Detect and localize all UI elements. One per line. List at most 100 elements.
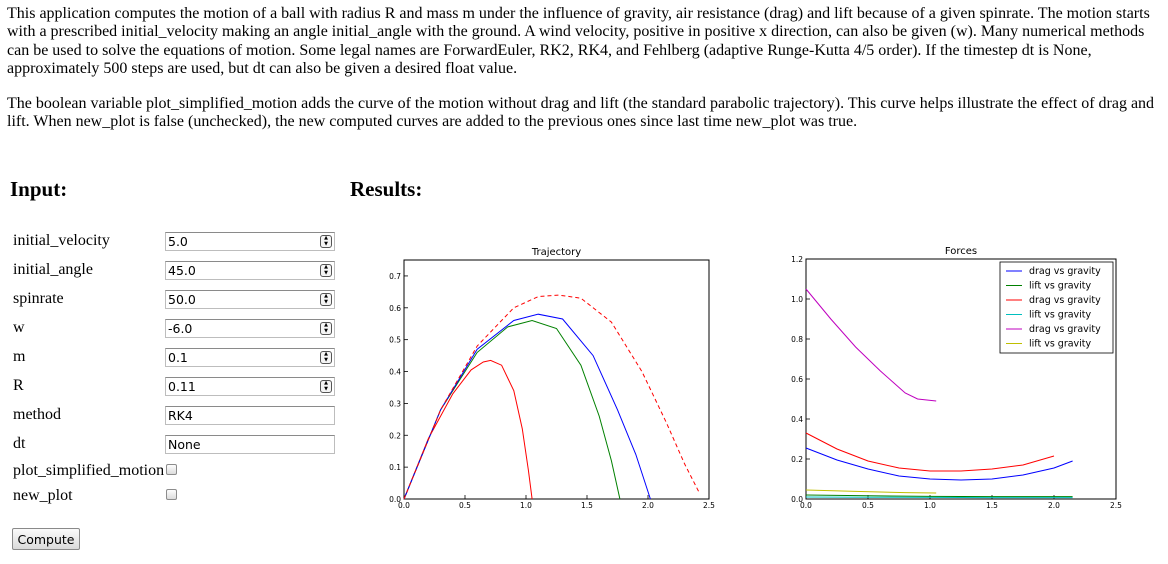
initial-velocity-value: 5.0 bbox=[168, 234, 188, 249]
r-value: 0.11 bbox=[168, 379, 196, 394]
forces-legend-label: lift vs gravity bbox=[1029, 310, 1092, 321]
m-label: m bbox=[13, 348, 26, 365]
spinrate-input[interactable]: 50.0 ▲ ▼ bbox=[165, 290, 335, 309]
forces-ytick-label: 1.2 bbox=[791, 255, 803, 264]
trajectory-xtick-label: 2.0 bbox=[642, 501, 654, 510]
r-label: R bbox=[13, 377, 24, 394]
forces-legend-label: lift vs gravity bbox=[1029, 281, 1092, 292]
trajectory-xtick-label: 2.5 bbox=[703, 501, 715, 510]
initial-angle-input[interactable]: 45.0 ▲ ▼ bbox=[165, 261, 335, 280]
forces-ytick-label: 0.8 bbox=[791, 335, 803, 344]
m-value: 0.1 bbox=[168, 350, 188, 365]
forces-series-1 bbox=[805, 494, 1073, 498]
trajectory-ytick-label: 0.7 bbox=[389, 272, 401, 281]
trajectory-chart: Trajectory 0.0 0.5 1.0 1.5 2.0 2.5 0.0 0.1 0.2 0.3… bbox=[389, 247, 715, 510]
forces-ytick-label: 0.4 bbox=[791, 415, 803, 424]
r-input[interactable]: 0.11 ▲ ▼ bbox=[165, 377, 335, 396]
spin-down-icon[interactable]: ▼ bbox=[324, 269, 328, 276]
spin-up-icon[interactable]: ▲ bbox=[324, 293, 328, 299]
forces-ytick-label: 1.0 bbox=[791, 295, 803, 304]
trajectory-ytick-label: 0.4 bbox=[389, 368, 401, 377]
spinrate-value: 50.0 bbox=[168, 292, 196, 307]
initial-velocity-label: initial_velocity bbox=[13, 232, 110, 249]
trajectory-xtick-label: 1.5 bbox=[581, 501, 593, 510]
forces-series-3 bbox=[805, 496, 1073, 499]
forces-series-2 bbox=[805, 432, 1055, 472]
forces-ytick-label: 0.2 bbox=[791, 455, 803, 464]
dt-value: None bbox=[168, 437, 201, 452]
spin-up-icon[interactable]: ▲ bbox=[324, 380, 328, 386]
trajectory-xtick-label: 0.5 bbox=[459, 501, 471, 510]
forces-xtick-label: 0.0 bbox=[800, 501, 812, 510]
spin-down-icon[interactable]: ▼ bbox=[324, 298, 328, 305]
w-input[interactable]: -6.0 ▲ ▼ bbox=[165, 319, 335, 338]
forces-series-4 bbox=[805, 288, 937, 402]
forces-xtick-label: 2.0 bbox=[1048, 501, 1060, 510]
description-paragraph-2: The boolean variable plot_simplified_mot… bbox=[7, 95, 1155, 131]
results-heading: Results: bbox=[350, 177, 423, 201]
trajectory-title: Trajectory bbox=[531, 247, 581, 258]
method-input[interactable]: RK4 bbox=[165, 406, 335, 425]
forces-legend-label: drag vs gravity bbox=[1029, 266, 1101, 277]
initial-angle-value: 45.0 bbox=[168, 263, 196, 278]
trajectory-series-0 bbox=[403, 359, 533, 500]
forces-title: Forces bbox=[945, 246, 977, 257]
method-value: RK4 bbox=[168, 408, 193, 423]
forces-xtick-label: 0.5 bbox=[862, 501, 874, 510]
initial-velocity-spinner[interactable]: ▲ ▼ bbox=[320, 235, 332, 248]
spin-down-icon[interactable]: ▼ bbox=[324, 240, 328, 247]
spin-up-icon[interactable]: ▲ bbox=[324, 235, 328, 241]
spin-down-icon[interactable]: ▼ bbox=[324, 327, 328, 334]
forces-xtick-label: 1.5 bbox=[986, 501, 998, 510]
method-label: method bbox=[13, 406, 61, 423]
m-input[interactable]: 0.1 ▲ ▼ bbox=[165, 348, 335, 367]
trajectory-ytick-label: 0.6 bbox=[389, 304, 401, 313]
m-spinner[interactable]: ▲ ▼ bbox=[320, 351, 332, 364]
dt-label: dt bbox=[13, 435, 26, 452]
forces-series-5 bbox=[805, 489, 937, 494]
r-spinner[interactable]: ▲ ▼ bbox=[320, 380, 332, 393]
spinrate-spinner[interactable]: ▲ ▼ bbox=[320, 293, 332, 306]
initial-angle-spinner[interactable]: ▲ ▼ bbox=[320, 264, 332, 277]
new-plot-label: new_plot bbox=[13, 487, 73, 504]
spin-up-icon[interactable]: ▲ bbox=[324, 351, 328, 357]
initial-angle-label: initial_angle bbox=[13, 261, 93, 278]
spin-down-icon[interactable]: ▼ bbox=[324, 356, 328, 363]
trajectory-xtick-label: 0.0 bbox=[398, 501, 410, 510]
trajectory-ytick-label: 0.1 bbox=[389, 463, 401, 472]
description-paragraph-1: This application computes the motion of … bbox=[7, 5, 1150, 77]
spin-up-icon[interactable]: ▲ bbox=[324, 264, 328, 270]
dt-input[interactable]: None bbox=[165, 435, 335, 454]
forces-chart: Forces 0.0 0.5 1.0 1.5 2.0 2.5 0.0 0.2 0.4 0.6 0.8 1… bbox=[791, 246, 1122, 510]
forces-legend-label: lift vs gravity bbox=[1029, 339, 1092, 350]
trajectory-ytick-label: 0.2 bbox=[389, 431, 401, 440]
trajectory-series-2 bbox=[403, 313, 651, 500]
w-spinner[interactable]: ▲ ▼ bbox=[320, 322, 332, 335]
w-value: -6.0 bbox=[168, 321, 193, 336]
forces-xtick-label: 2.5 bbox=[1110, 501, 1122, 510]
initial-velocity-input[interactable]: 5.0 ▲ ▼ bbox=[165, 232, 335, 251]
trajectory-ytick-label: 0.0 bbox=[389, 495, 401, 504]
forces-xtick-label: 1.0 bbox=[924, 501, 936, 510]
forces-legend: drag vs gravity lift vs gravity drag vs gr… bbox=[999, 261, 1114, 354]
spin-down-icon[interactable]: ▼ bbox=[324, 385, 328, 392]
forces-ytick-label: 0.6 bbox=[791, 375, 803, 384]
spin-up-icon[interactable]: ▲ bbox=[324, 322, 328, 328]
trajectory-series-3 bbox=[403, 294, 700, 500]
compute-button[interactable]: Compute bbox=[12, 528, 80, 550]
plot-simplified-motion-label: plot_simplified_motion bbox=[13, 462, 165, 479]
forces-ytick-label: 0.0 bbox=[791, 495, 803, 504]
input-heading: Input: bbox=[10, 177, 68, 201]
trajectory-xtick-label: 1.0 bbox=[520, 501, 532, 510]
description: This application computes the motion of … bbox=[7, 5, 1162, 132]
forces-legend-label: drag vs gravity bbox=[1029, 324, 1101, 335]
forces-legend-label: drag vs gravity bbox=[1029, 295, 1101, 306]
new-plot-checkbox[interactable] bbox=[166, 489, 177, 500]
trajectory-axes-frame bbox=[403, 259, 710, 500]
trajectory-series-1 bbox=[403, 319, 621, 500]
forces-series-0 bbox=[805, 447, 1073, 481]
plot-simplified-motion-checkbox[interactable] bbox=[166, 464, 177, 475]
trajectory-ytick-label: 0.3 bbox=[389, 399, 401, 408]
w-label: w bbox=[13, 319, 25, 336]
trajectory-ytick-label: 0.5 bbox=[389, 336, 401, 345]
